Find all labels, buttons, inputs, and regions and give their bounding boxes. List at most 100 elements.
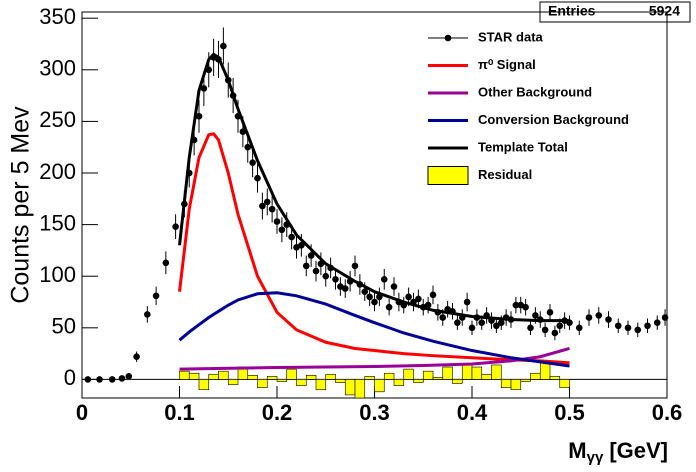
data-point xyxy=(376,293,383,301)
y-tick-label: 150 xyxy=(39,210,76,235)
data-point xyxy=(424,301,432,309)
data-point xyxy=(575,324,583,332)
data-point xyxy=(463,298,471,306)
data-point xyxy=(239,128,247,136)
residual-bar xyxy=(218,370,229,380)
residual-bar xyxy=(344,379,356,396)
data-point xyxy=(644,322,651,330)
data-point xyxy=(415,295,422,303)
residual-bar xyxy=(510,379,522,391)
residual-bar xyxy=(500,379,512,388)
data-point xyxy=(551,329,559,337)
data-point xyxy=(278,226,286,234)
x-tick-label: 0.3 xyxy=(359,400,390,425)
data-point xyxy=(162,259,170,267)
curve xyxy=(178,291,570,368)
data-point xyxy=(118,375,126,382)
x-tick-label: 0 xyxy=(76,400,88,425)
data-point xyxy=(273,218,281,225)
y-tick-label: 0 xyxy=(64,365,76,390)
data-point xyxy=(512,301,520,309)
residual-bar xyxy=(374,379,385,393)
curve xyxy=(178,132,570,365)
residual-bar xyxy=(559,379,570,388)
data-point xyxy=(434,309,442,316)
data-point xyxy=(307,252,315,259)
data-point xyxy=(327,264,334,272)
residual-bar xyxy=(188,372,200,380)
residual-bar xyxy=(442,366,453,380)
data-point xyxy=(473,314,481,321)
data-point xyxy=(229,92,237,99)
data-point xyxy=(152,292,160,300)
data-point xyxy=(522,303,529,311)
legend-label: Other Background xyxy=(478,84,592,99)
data-point xyxy=(527,324,534,332)
data-point xyxy=(185,169,193,177)
residual-bar xyxy=(491,364,502,380)
residual-bar xyxy=(383,372,395,380)
residual-bar xyxy=(364,376,375,380)
data-point xyxy=(108,376,116,383)
data-point xyxy=(234,112,242,120)
x-axis-label-unit: [GeV] xyxy=(609,438,668,463)
legend-marker xyxy=(444,34,452,42)
legend-label: Conversion Background xyxy=(478,112,629,127)
data-point xyxy=(317,260,325,268)
y-tick-label: 300 xyxy=(39,56,76,81)
residual-bar xyxy=(257,379,268,388)
y-tick-label: 250 xyxy=(39,107,76,132)
data-point xyxy=(205,66,213,74)
data-point xyxy=(144,311,151,318)
residual-bar xyxy=(413,379,424,383)
data-point xyxy=(133,353,140,361)
data-point xyxy=(429,291,437,299)
data-point xyxy=(195,112,203,120)
legend-label: π⁰ Signal xyxy=(478,57,536,72)
y-tick-label: 50 xyxy=(52,314,76,339)
residual-bar xyxy=(549,376,561,380)
data-point xyxy=(605,316,612,323)
x-tick-label: 0.5 xyxy=(554,400,585,425)
data-point xyxy=(200,85,208,92)
residual-bar xyxy=(179,370,190,380)
stats-label: Entries xyxy=(548,3,596,19)
data-point xyxy=(259,202,266,210)
residual-bar xyxy=(422,370,434,380)
data-point xyxy=(614,322,622,330)
data-point xyxy=(288,233,295,241)
data-point xyxy=(458,314,466,321)
x-tick-label: 0.1 xyxy=(164,400,195,425)
residual-bar xyxy=(354,379,366,399)
data-point xyxy=(400,301,408,309)
data-point xyxy=(244,143,252,151)
residual-bar xyxy=(403,368,414,380)
residual-bar xyxy=(471,366,483,380)
data-point xyxy=(395,298,403,306)
data-point xyxy=(215,56,222,63)
residual-bar xyxy=(461,363,473,380)
data-point xyxy=(410,298,417,306)
data-point xyxy=(249,159,256,166)
data-point xyxy=(190,136,198,144)
data-point xyxy=(566,319,573,326)
residual-bar xyxy=(530,372,541,380)
data-point xyxy=(84,376,92,383)
x-tick-label: 0.6 xyxy=(652,400,683,425)
residual-bar xyxy=(247,374,258,380)
data-point xyxy=(439,314,447,321)
residual-bar xyxy=(315,379,327,391)
data-point xyxy=(322,272,330,280)
data-point xyxy=(661,314,669,321)
y-axis-label: Counts per 5 Mev xyxy=(7,106,35,304)
legend-label: STAR data xyxy=(478,29,544,44)
data-point xyxy=(653,319,661,326)
data-point xyxy=(346,278,354,285)
residual-bar xyxy=(520,379,531,382)
data-point xyxy=(283,221,291,228)
y-tick-label: 350 xyxy=(39,4,76,29)
residual-bar xyxy=(266,376,278,380)
data-point xyxy=(366,293,373,301)
data-point xyxy=(361,288,369,295)
